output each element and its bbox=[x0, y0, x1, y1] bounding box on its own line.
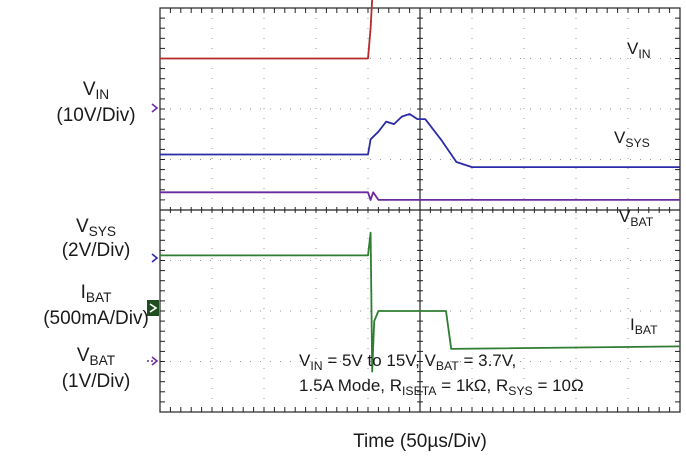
channel-labels: VIN (10V/Div) VSYS(2V/Div) IBAT (500mA/Div) V… bbox=[43, 79, 159, 392]
annotation-line-2: 1.5A Mode, RISETA = 1kΩ, RSYS = 10Ω bbox=[299, 376, 584, 398]
trace-ibat bbox=[160, 231, 681, 373]
trace-vbat bbox=[160, 191, 680, 201]
trace-vsys bbox=[160, 113, 680, 168]
channel-label-vbat: VBAT bbox=[77, 345, 116, 368]
channel-label-ibat: IBAT bbox=[81, 282, 113, 305]
annotation-line-1: VIN = 5V to 15V, VBAT = 3.7V, bbox=[299, 351, 516, 373]
plot-grid bbox=[159, 7, 681, 413]
channel-marker-arrow bbox=[151, 356, 159, 366]
trace-vin bbox=[160, 0, 374, 60]
trace-label-vbat: VBAT bbox=[619, 207, 654, 229]
channel-marker-arrow bbox=[149, 303, 158, 313]
channel-marker-arrow bbox=[151, 253, 159, 263]
x-axis-label: Time (50µs/Div) bbox=[353, 431, 487, 452]
trace-labels: VIN VSYS VBAT IBAT bbox=[614, 39, 658, 337]
channel-scale: (500mA/Div) bbox=[43, 308, 149, 329]
channel-label-vsys: VSYS bbox=[76, 216, 116, 239]
channel-scale: (1V/Div) bbox=[62, 371, 131, 392]
trace-layer bbox=[160, 0, 681, 373]
channel-label-vin: VIN bbox=[83, 79, 109, 102]
channel-scale: (2V/Div) bbox=[62, 240, 131, 261]
trace-label-ibat: IBAT bbox=[630, 315, 658, 337]
channel-marker-arrow bbox=[151, 103, 159, 113]
trace-label-vsys: VSYS bbox=[614, 128, 650, 150]
channel-scale: (10V/Div) bbox=[56, 105, 135, 126]
trace-label-vin: VIN bbox=[627, 39, 651, 61]
